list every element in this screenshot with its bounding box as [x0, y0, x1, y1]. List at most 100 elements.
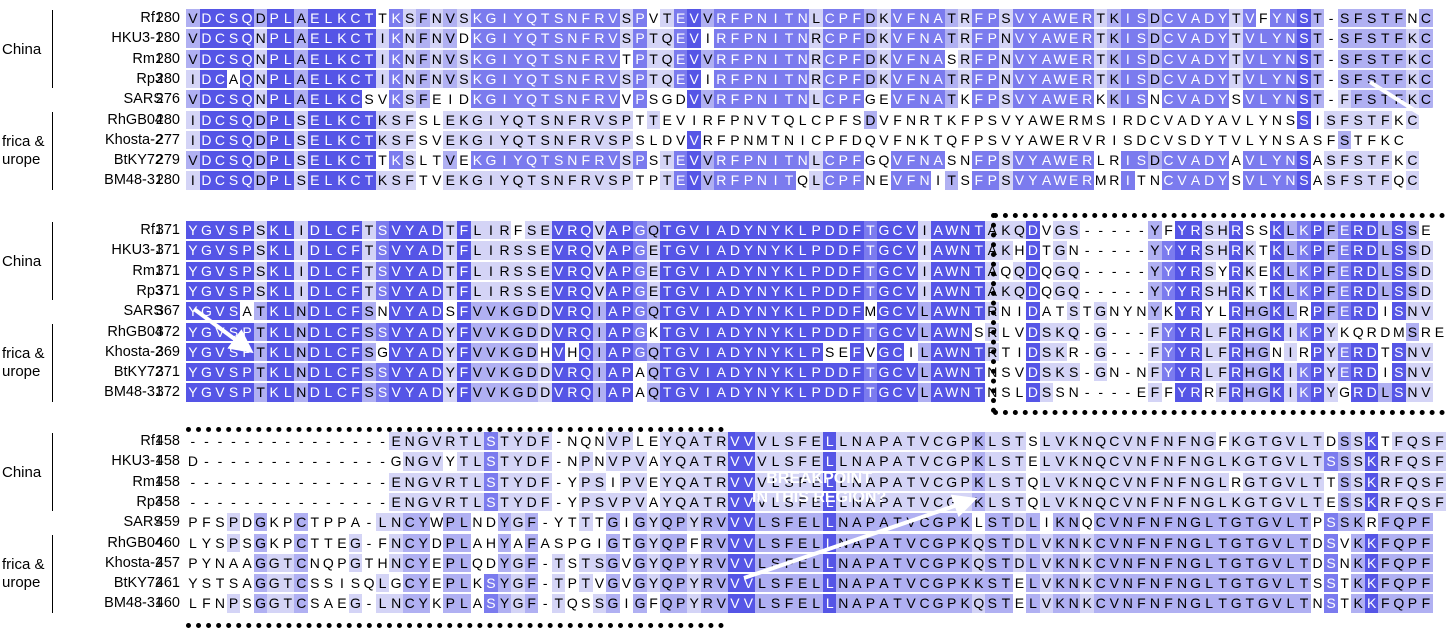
residue-cell: T — [362, 110, 376, 129]
residue-cell: S — [1364, 9, 1379, 28]
residue-cell: Q — [511, 110, 525, 129]
residue-cell: C — [213, 49, 227, 68]
residue-cell: E — [1066, 49, 1081, 68]
residue-cell: A — [1188, 9, 1203, 28]
residue-cell: Y — [1215, 69, 1230, 89]
residue-cell: F — [1351, 9, 1366, 28]
residue-cell: G — [484, 29, 498, 48]
residue-cell: S — [646, 90, 661, 109]
residue-cell: I — [768, 29, 783, 48]
residue-cell: T — [782, 90, 796, 109]
residue-cell: C — [822, 90, 837, 109]
residue-cell: N — [565, 29, 580, 48]
residue-cell: K — [877, 9, 891, 28]
residue-cell: F — [1256, 9, 1271, 28]
residue-cell: N — [795, 69, 810, 89]
residue-cell: F — [1391, 29, 1406, 48]
residue-cell: E — [1066, 29, 1081, 48]
residue-cell: Y — [1026, 9, 1040, 28]
residue-cell: E — [1066, 90, 1081, 109]
residue-cell: F — [578, 69, 593, 89]
residue-cell: N — [1405, 9, 1420, 28]
residue-cell: V — [619, 90, 634, 109]
residue-cell: S — [1337, 9, 1352, 28]
residue-cell: F — [904, 49, 918, 68]
residue-cell: I — [375, 29, 390, 48]
residue-cell: Q — [524, 49, 539, 68]
residue-cell: S — [538, 110, 553, 129]
residue-cell: V — [687, 49, 702, 68]
residue-cell: T — [538, 69, 553, 89]
residue-cell: T — [1093, 69, 1108, 89]
residue-cell: Y — [1215, 29, 1230, 48]
residue-cell: T — [1378, 69, 1393, 89]
residue-cell: Q — [524, 9, 539, 28]
residue-cell: N — [429, 29, 444, 48]
residue-cell: K — [389, 90, 403, 109]
residue-cell: F — [1351, 69, 1366, 89]
residue-cell: R — [714, 69, 729, 89]
residue-cell: S — [226, 29, 241, 48]
residue-cell: Y — [511, 49, 525, 68]
residue-cell: V — [1175, 69, 1189, 89]
residue-cell: D — [863, 110, 878, 129]
residue-cell: K — [335, 110, 349, 129]
residue-cell: W — [1053, 9, 1067, 28]
residue-cell: F — [849, 29, 864, 48]
residue-cell: V — [1175, 90, 1189, 109]
residue-cell: G — [484, 49, 498, 68]
residue-cell: Q — [240, 69, 254, 89]
residue-cell: Y — [1215, 9, 1230, 28]
residue-cell: C — [348, 90, 363, 109]
residue-cell: Y — [511, 69, 525, 89]
residue-cell: F — [728, 69, 742, 89]
residue-cell: P — [728, 110, 742, 129]
residue-cell: D — [253, 110, 268, 129]
residue-cell: Q — [782, 110, 796, 129]
residue-cell: A — [1188, 90, 1203, 109]
residue-cell: F — [971, 9, 986, 28]
residue-cell: V — [877, 110, 891, 129]
residue-cell: V — [673, 110, 688, 129]
residue-cell: T — [633, 110, 647, 129]
residue-cell: I — [768, 90, 783, 109]
residue-cell: P — [741, 90, 756, 109]
residue-cell: S — [1229, 90, 1244, 109]
residue-cell: D — [1148, 29, 1162, 48]
residue-cell: T — [1310, 9, 1325, 28]
residue-cell: V — [186, 9, 200, 28]
residue-cell: L — [429, 110, 444, 129]
residue-cell: P — [741, 69, 756, 89]
residue-cell: Y — [1270, 69, 1284, 89]
sequence-start: 280 — [155, 50, 180, 67]
residue-cell: S — [619, 29, 634, 48]
residue-cell: K — [1107, 69, 1122, 89]
residue-cell: R — [958, 49, 973, 68]
residue-cell: N — [917, 69, 932, 89]
residue-cell: A — [931, 9, 945, 28]
residue-cell: T — [362, 49, 376, 68]
residue-cell: P — [985, 90, 1000, 109]
residue-cell: I — [1120, 69, 1135, 89]
arrow-top-right — [1368, 80, 1447, 131]
residue-cell: Y — [511, 9, 525, 28]
residue-cell: N — [253, 69, 268, 89]
residue-cell: V — [186, 49, 200, 68]
residue-cell: F — [578, 9, 593, 28]
residue-cell: L — [321, 9, 336, 28]
residue-cell: R — [958, 29, 973, 48]
residue-cell: C — [809, 110, 824, 129]
residue-cell: S — [551, 49, 566, 68]
residue-cell: T — [646, 110, 661, 129]
residue-cell: E — [673, 69, 688, 89]
residue-cell: A — [1188, 69, 1203, 89]
residue-cell: S — [944, 49, 959, 68]
residue-cell: A — [1039, 49, 1054, 68]
residue-cell: T — [619, 49, 634, 68]
residue-cell: G — [470, 110, 485, 129]
sequence-start: 280 — [155, 111, 180, 128]
residue-cell: S — [551, 9, 566, 28]
residue-cell: D — [199, 90, 214, 109]
residue-cell: C — [822, 29, 837, 48]
residue-cell: W — [1053, 49, 1067, 68]
